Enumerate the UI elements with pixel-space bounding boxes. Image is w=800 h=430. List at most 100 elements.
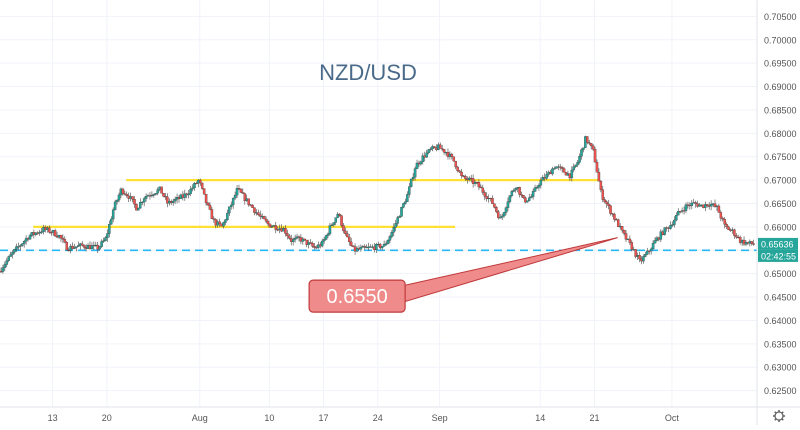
candle-body [303,238,307,241]
candle-body [512,189,516,192]
candle-body [133,199,136,205]
x-tick-label: 21 [589,413,599,423]
candle-body [491,198,494,204]
candle-body [684,204,688,211]
y-tick-label: 0.62500 [764,386,797,396]
x-tick-label: 13 [48,413,58,423]
candle-body [100,241,103,247]
candle-body [229,204,233,207]
candle-body [144,196,148,199]
candle-body [442,149,446,153]
candle-body [471,178,475,184]
candle-body [508,195,512,202]
candle-body [429,148,432,150]
candle-body [411,176,415,180]
candle-body [125,194,128,197]
candle-body [110,218,113,225]
x-tick-label: 14 [535,413,545,423]
candle-body [241,192,245,194]
candle-body [678,211,682,213]
candle-body [108,224,111,234]
candle-body [456,166,459,172]
candle-body [493,203,496,208]
candle-body [259,214,262,217]
candle-body [593,149,597,163]
candle-body [313,246,316,248]
y-tick-label: 0.70000 [764,35,797,45]
candle-body [28,235,32,240]
candle-body [113,201,117,210]
callout-pointer [400,237,618,303]
candle-body [297,236,301,238]
candle-body [59,235,63,239]
x-tick-label: Sep [432,413,448,423]
candle-body [613,214,616,220]
candle-body [228,206,231,214]
candle-body [452,156,456,162]
candle-body [682,210,686,212]
y-tick-label: 0.67000 [764,176,797,186]
candle-body [738,236,742,243]
candle-body [673,219,676,225]
candle-body [647,250,651,252]
candle-body [450,153,454,157]
candle-body [671,224,674,226]
candle-body [115,199,119,203]
candle-body [102,240,105,242]
candle-body [595,161,599,173]
candle-body [235,188,239,196]
candle-body [140,201,144,203]
candle-body [206,202,210,206]
candle-body [123,193,127,195]
candle-body [545,174,548,179]
candle-body [497,211,500,218]
candle-body [582,147,585,150]
candle-body [61,237,65,240]
candle-body [725,224,728,228]
candle-body [644,254,647,257]
candle-body [156,189,159,194]
candle-body [50,232,53,234]
candle-body [425,152,428,158]
candle-body [257,212,260,215]
candle-body [406,194,409,202]
candle-body [340,215,343,226]
y-tick-label: 0.65000 [764,269,797,279]
candle-body [402,203,405,208]
candle-body [624,233,628,240]
candle-body [603,199,606,202]
candle-body [589,143,593,147]
chart-title: NZD/USD [319,60,417,85]
candle-body [324,235,328,240]
candle-body [742,239,746,245]
candle-body [19,245,22,247]
candle-body [576,162,579,166]
candle-body [9,254,12,257]
candle-body [315,247,318,249]
candle-body [460,171,463,176]
candle-body [477,182,481,188]
candle-body [483,192,486,197]
candle-body [24,238,28,242]
candle-body [189,188,192,194]
candle-body [226,212,229,221]
candle-body [522,195,525,199]
candle-body [580,149,583,157]
candle-body [454,160,457,168]
candle-body [348,236,351,243]
candle-body [90,245,94,250]
candle-body [541,177,545,181]
candle-body [139,202,142,209]
candle-body [351,245,355,247]
candle-body [529,196,533,198]
candle-body [233,194,237,199]
candle-body [320,240,324,247]
candle-body [560,167,564,169]
candle-body [394,223,397,228]
candle-body [620,226,624,231]
candle-body [537,184,541,188]
gear-icon[interactable] [773,410,785,422]
candle-body [611,213,614,215]
